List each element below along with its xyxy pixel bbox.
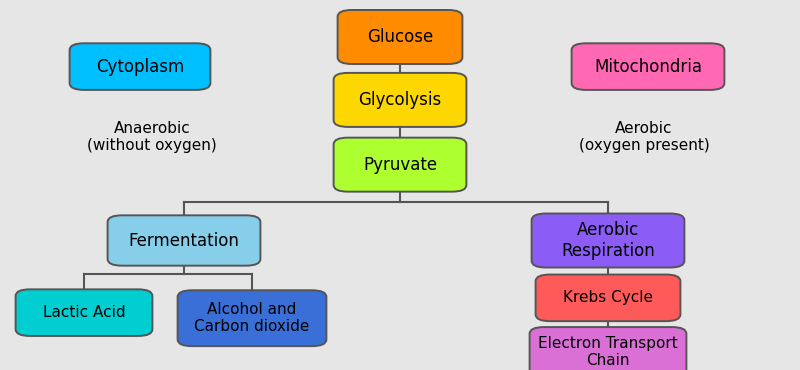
FancyBboxPatch shape <box>530 327 686 370</box>
Text: Electron Transport
Chain: Electron Transport Chain <box>538 336 678 369</box>
Text: Lactic Acid: Lactic Acid <box>42 305 126 320</box>
Text: Aerobic
Respiration: Aerobic Respiration <box>561 221 655 260</box>
FancyBboxPatch shape <box>15 289 152 336</box>
FancyBboxPatch shape <box>338 10 462 64</box>
Text: Glycolysis: Glycolysis <box>358 91 442 109</box>
Text: Glucose: Glucose <box>367 28 433 46</box>
FancyBboxPatch shape <box>571 43 725 90</box>
FancyBboxPatch shape <box>178 290 326 346</box>
FancyBboxPatch shape <box>70 43 210 90</box>
Text: Aerobic
(oxygen present): Aerobic (oxygen present) <box>578 121 710 153</box>
FancyBboxPatch shape <box>532 213 685 268</box>
Text: Pyruvate: Pyruvate <box>363 156 437 174</box>
Text: Krebs Cycle: Krebs Cycle <box>563 290 653 305</box>
Text: Cytoplasm: Cytoplasm <box>96 58 184 75</box>
Text: Anaerobic
(without oxygen): Anaerobic (without oxygen) <box>87 121 217 153</box>
FancyBboxPatch shape <box>536 275 680 321</box>
Text: Mitochondria: Mitochondria <box>594 58 702 75</box>
FancyBboxPatch shape <box>334 138 466 192</box>
Text: Alcohol and
Carbon dioxide: Alcohol and Carbon dioxide <box>194 302 310 334</box>
Text: Fermentation: Fermentation <box>129 232 239 249</box>
FancyBboxPatch shape <box>108 215 261 266</box>
FancyBboxPatch shape <box>334 73 466 127</box>
